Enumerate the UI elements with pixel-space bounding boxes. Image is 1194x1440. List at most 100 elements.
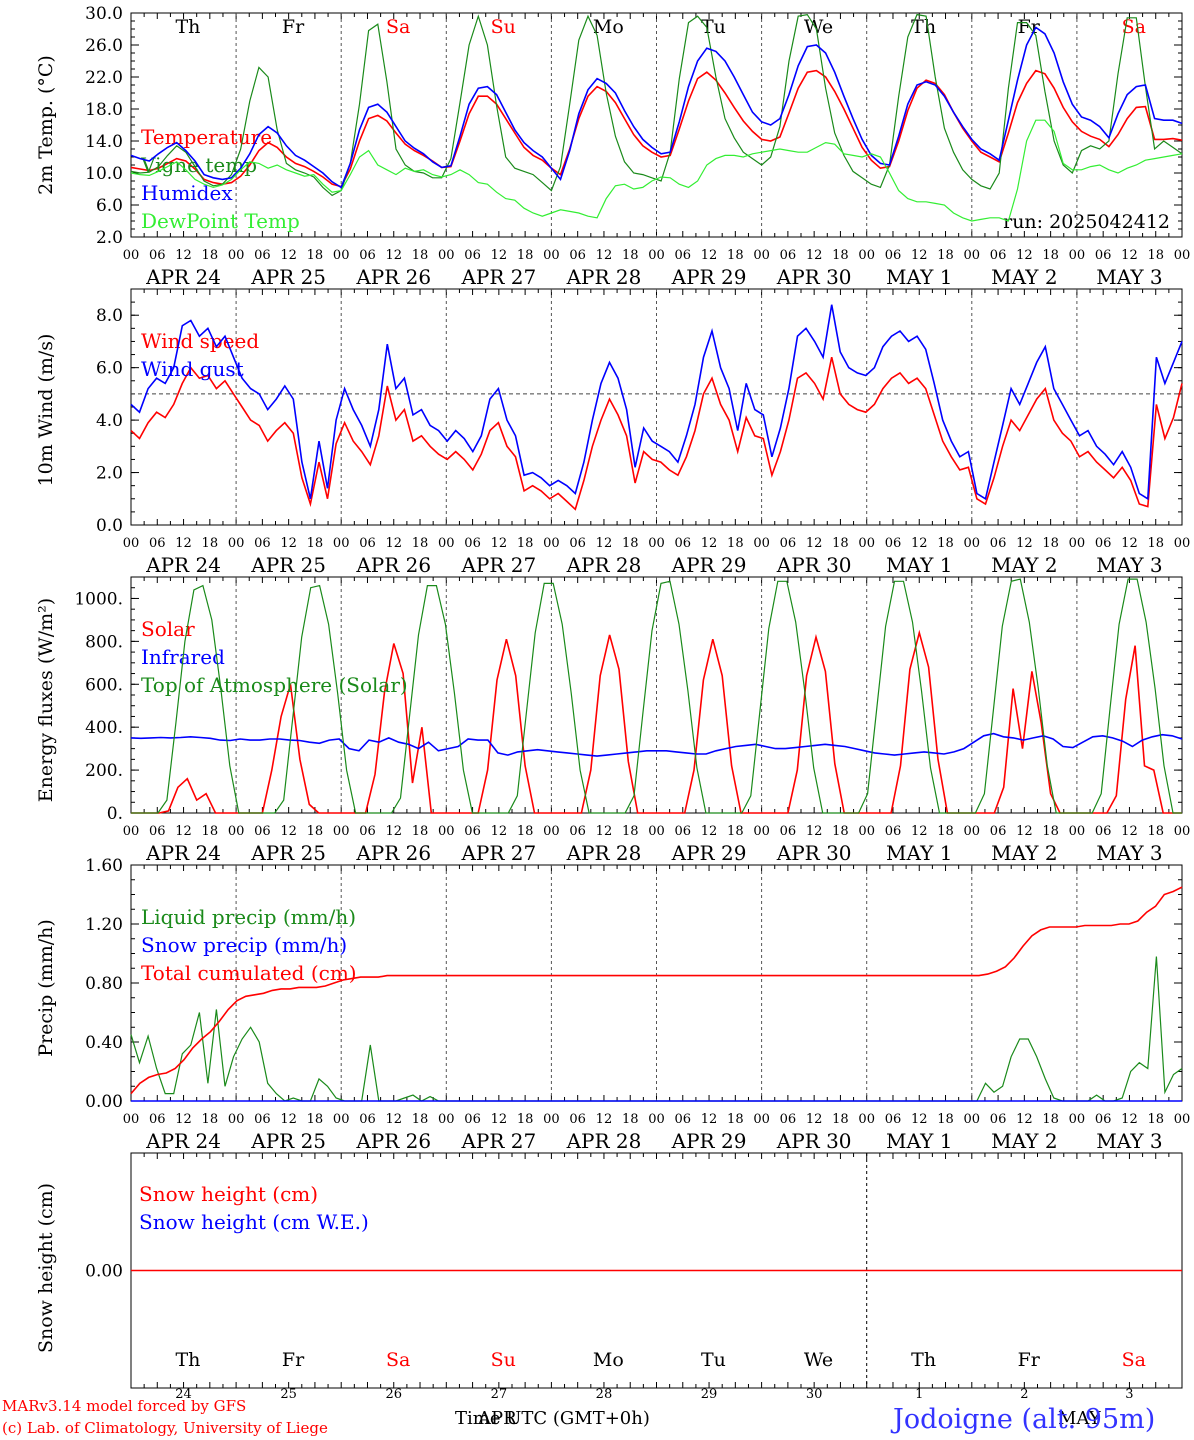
series-line-solar (131, 629, 1182, 814)
day-number-label: 26 (385, 1387, 402, 1402)
hour-tick-label: 06 (885, 536, 902, 551)
plot-frame (130, 12, 1183, 238)
y-tick-label: 400. (85, 718, 123, 738)
day-label: MAY 1 (886, 265, 952, 289)
day-label: APR 24 (145, 265, 221, 289)
day-label: APR 29 (671, 841, 747, 865)
day-label: APR 27 (460, 841, 536, 865)
y-tick-label: 10.0 (85, 164, 123, 184)
hour-tick-label: 00 (123, 248, 140, 263)
hour-tick-label: 00 (333, 1112, 350, 1127)
panel-4: 0.00 0.40 0.80 1.20 1.60 Precip (mm/h) 00 06 12 1… (35, 856, 1190, 1153)
hour-tick-label: 00 (964, 824, 981, 839)
day-label: APR 30 (776, 841, 852, 865)
hour-tick-label: 18 (1147, 1112, 1164, 1127)
hour-tick-label: 06 (1095, 248, 1112, 263)
hour-tick-label: 12 (1016, 248, 1033, 263)
hour-tick-label: 06 (990, 536, 1007, 551)
series-line-wind-gust (130, 304, 1183, 501)
weekday-label: Tu (701, 1349, 726, 1371)
day-number-label: 30 (806, 1387, 823, 1402)
day-label: APR 24 (145, 841, 221, 865)
day-label: MAY 3 (1096, 553, 1162, 577)
hour-tick-label: 18 (937, 824, 954, 839)
hour-tick-label: 12 (1016, 536, 1033, 551)
y-tick-label: 4.0 (96, 411, 123, 431)
hour-tick-label: 18 (517, 824, 534, 839)
hour-tick-label: 12 (806, 824, 823, 839)
hour-tick-label: 06 (990, 248, 1007, 263)
legend-humidex: Humidex (141, 181, 233, 205)
y-tick-label: 18.0 (85, 100, 123, 120)
y-tick-label: 8.0 (96, 306, 123, 326)
hour-tick-label: 00 (753, 248, 770, 263)
y-tick-label: 1.60 (85, 856, 123, 876)
hour-tick-label: 06 (675, 536, 692, 551)
hour-tick-label: 12 (911, 824, 928, 839)
day-label: APR 27 (460, 265, 536, 289)
series-line-infrared (130, 732, 1183, 757)
hour-tick-label: 00 (333, 824, 350, 839)
hour-tick-label: 12 (911, 248, 928, 263)
day-label: APR 28 (566, 265, 642, 289)
month-overlay-may: MAY (1058, 1408, 1102, 1429)
hour-tick-label: 06 (675, 1112, 692, 1127)
hour-tick-label: 18 (1147, 536, 1164, 551)
hour-tick-label: 00 (228, 824, 245, 839)
hour-tick-label: 00 (123, 536, 140, 551)
hour-tick-label: 12 (280, 536, 297, 551)
day-number-label: 25 (280, 1387, 297, 1402)
hour-tick-label: 18 (727, 1112, 744, 1127)
weekday-label: Sa (386, 16, 410, 38)
hour-tick-label: 12 (491, 824, 508, 839)
legend-temperature: Temperature (141, 125, 272, 149)
hour-tick-label: 18 (202, 248, 219, 263)
hour-tick-label: 06 (780, 824, 797, 839)
y-tick-label: 0.00 (85, 1262, 123, 1282)
hour-tick-label: 18 (832, 1112, 849, 1127)
hour-tick-label: 06 (780, 248, 797, 263)
day-label: APR 25 (250, 553, 326, 577)
hour-tick-label: 18 (412, 248, 429, 263)
day-number-label: 1 (915, 1387, 923, 1402)
hour-tick-label: 00 (228, 536, 245, 551)
weekday-label: Sa (1122, 1349, 1146, 1371)
weekday-label: Tu (701, 16, 726, 38)
day-label: APR 24 (145, 1129, 221, 1153)
hour-tick-label: 18 (1042, 248, 1059, 263)
day-label: APR 29 (671, 265, 747, 289)
y-tick-label: 2.0 (96, 228, 123, 248)
hour-tick-label: 00 (543, 824, 560, 839)
hour-tick-label: 00 (543, 536, 560, 551)
hour-tick-label: 00 (753, 1112, 770, 1127)
hour-tick-label: 00 (858, 1112, 875, 1127)
hour-tick-label: 18 (412, 536, 429, 551)
series-line-temperature (130, 69, 1183, 188)
hour-tick-label: 00 (1069, 824, 1086, 839)
y-tick-label: 800. (85, 632, 123, 652)
y-tick-label: 0.0 (96, 516, 123, 536)
hour-tick-label: 18 (202, 536, 219, 551)
legend-liquid-precip-mm-h-: Liquid precip (mm/h) (141, 905, 356, 929)
y-tick-label: 14.0 (85, 132, 123, 152)
hour-tick-label: 12 (701, 248, 718, 263)
day-number-label: 3 (1125, 1387, 1133, 1402)
hour-tick-label: 18 (307, 248, 324, 263)
legend-wind-speed: Wind speed (141, 329, 259, 353)
hour-tick-label: 00 (648, 824, 665, 839)
day-number-label: 29 (701, 1387, 718, 1402)
day-label: APR 26 (355, 1129, 431, 1153)
hour-tick-label: 18 (1042, 824, 1059, 839)
y-tick-label: 1000. (74, 589, 123, 609)
hour-tick-label: 12 (280, 248, 297, 263)
hour-tick-label: 00 (648, 536, 665, 551)
y-tick-label: 0.40 (85, 1033, 123, 1053)
hour-tick-label: 12 (596, 1112, 613, 1127)
hour-tick-label: 06 (675, 248, 692, 263)
hour-tick-label: 18 (622, 1112, 639, 1127)
series-line-dewpoint-temp (130, 119, 1183, 222)
hour-tick-label: 00 (123, 1112, 140, 1127)
y-axis-label: Energy fluxes (W/m²) (35, 598, 57, 802)
hour-tick-label: 06 (359, 824, 376, 839)
hour-tick-label: 00 (543, 1112, 560, 1127)
